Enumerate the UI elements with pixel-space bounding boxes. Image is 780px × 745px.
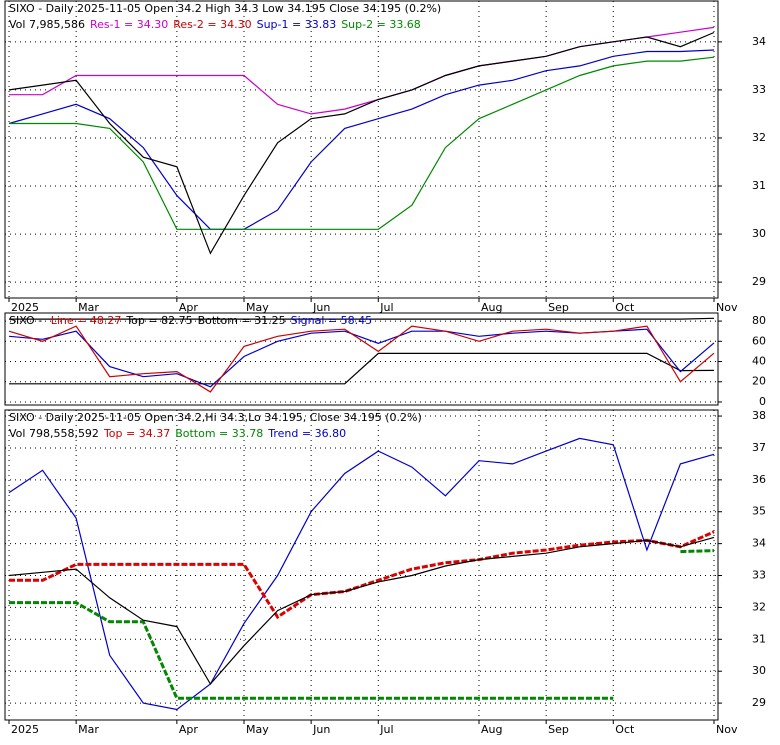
y-tick-label: 60 [752,334,766,347]
y-tick-label: 31 [752,632,766,645]
series-line [9,530,715,620]
panel: 29 30 31 32 33 34 35 36 37 38 2025 Mar Apr May Jun Jul A… [4,409,766,736]
header-item: Bottom = 33.78 [175,427,263,440]
x-tick-label: Jul [379,301,393,314]
y-tick-label: 20 [752,375,766,388]
y-tick-label: 40 [752,355,766,368]
y-tick-label: 34 [752,35,766,48]
x-tick-label: May [246,301,269,314]
series-line [9,352,715,385]
series-line [9,549,715,700]
y-tick-label: 29 [752,275,766,288]
header-item: Res-2 = 34.30 [173,18,251,31]
x-tick-label: Oct [615,301,635,314]
header-item: Sup-2 = 33.68 [341,18,421,31]
header: Vol 798,558,592 Top = 34.37 Bottom = 33.78… [9,427,346,440]
y-tick-label: 34 [752,537,766,550]
y-tick-label: 38 [752,409,766,422]
x-tick-label: 2025 [11,301,39,314]
panel: 0 20 40 60 80 SIXO - Line = 48.27 Top = 82.75 B… [4,312,766,408]
x-tick-label: Jun [312,301,330,314]
header-item: Bottom = 31.25 [198,314,286,327]
y-tick-label: 0 [759,395,766,408]
x-tick-label: Apr [179,301,199,314]
y-tick-label: 36 [752,473,766,486]
x-tick-label: Aug [481,301,502,314]
header: SIXO - Daily 2025-11-05 Open 34.2 High 3… [9,2,441,15]
y-tick-label: 80 [752,314,766,327]
x-tick-label: Oct [615,723,635,736]
x-tick-label: Nov [716,723,738,736]
x-tick-label: Nov [716,301,738,314]
x-tick-label: May [246,723,269,736]
header: SIXO - Line = 48.27 Top = 82.75 Bottom = 3… [9,314,372,327]
series-line [9,56,715,230]
x-tick-label: Sep [548,723,569,736]
plot-frame [4,409,719,721]
x-tick-label: Sep [548,301,569,314]
header-item: Line = 48.27 [51,314,122,327]
header-item: SIXO - [9,314,46,327]
y-tick-label: 33 [752,569,766,582]
y-tick-label: 32 [752,131,766,144]
header: SIXO - Daily 2025-11-05 Open 34.2,Hi 34.… [9,411,422,424]
x-tick-label: Mar [78,301,99,314]
series-line [8,31,715,255]
series-line [8,536,715,686]
header-item: Vol 798,558,592 [9,427,99,440]
plot-frame [4,0,719,299]
x-tick-label: Mar [78,723,99,736]
x-tick-label: Jun [312,723,330,736]
header: Vol 7,985,586 Res-1 = 34.30 Res-2 = 34.30 S… [9,18,421,31]
header-item: Top = 34.37 [103,427,170,440]
header-item: Sup-1 = 33.83 [257,18,337,31]
series-line [8,49,715,230]
header-item: Signal = 58.45 [291,314,373,327]
header-item: Vol 7,985,586 [9,18,85,31]
x-tick-label: Jul [379,723,393,736]
y-tick-label: 33 [752,83,766,96]
series-line [8,437,715,711]
y-tick-label: 30 [752,664,766,677]
header-item: Trend = 36.80 [267,427,346,440]
y-tick-label: 30 [752,227,766,240]
header-item: Top = 82.75 [125,314,192,327]
y-tick-label: 31 [752,179,766,192]
x-tick-label: Apr [179,723,199,736]
header-item: Res-1 = 34.30 [90,18,168,31]
plot-frame [4,312,719,406]
series-line [9,317,715,320]
header-item: SIXO - Daily 2025-11-05 Open 34.2,Hi 34.… [9,411,422,424]
x-tick-label: 2025 [11,723,39,736]
y-tick-label: 37 [752,441,766,454]
header-item: SIXO - Daily 2025-11-05 Open 34.2 High 3… [9,2,441,15]
series-line [8,328,715,388]
series-line [9,26,715,115]
x-tick-label: Aug [481,723,502,736]
series-line [8,325,715,393]
y-tick-label: 32 [752,600,766,613]
y-tick-label: 29 [752,696,766,709]
y-tick-label: 35 [752,505,766,518]
panel: 29 30 31 32 33 34 2025 Mar Apr May Jun Jul Aug Sep Oct… [4,0,766,314]
